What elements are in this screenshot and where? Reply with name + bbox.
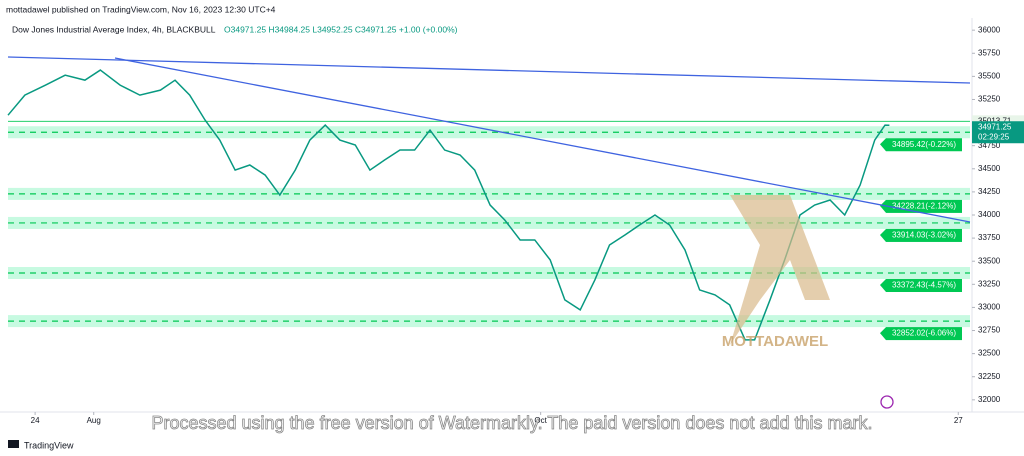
- zone: [8, 126, 970, 139]
- watermark: Processed using the free version of Wate…: [151, 413, 872, 433]
- y-tick-label: 32500: [978, 349, 1001, 358]
- footer: TradingView: [24, 440, 74, 450]
- y-tick-label: 34250: [978, 187, 1001, 196]
- level-box: [886, 138, 962, 152]
- zone: [8, 216, 970, 229]
- level-arrow: [880, 199, 886, 213]
- price-label: 35013.71: [978, 116, 1012, 125]
- x-tick-label: Aug: [87, 416, 101, 425]
- y-tick-label: 34000: [978, 210, 1001, 219]
- level-arrow: [880, 228, 886, 242]
- y-tick-label: 33250: [978, 279, 1001, 288]
- icon[interactable]: [880, 395, 894, 409]
- y-tick-label: 34500: [978, 164, 1001, 173]
- footer-logo: [8, 440, 19, 448]
- y-tick-label: 33750: [978, 233, 1001, 242]
- x-tick-label: 27: [954, 416, 963, 425]
- header: mottadawel published on TradingView.com,…: [6, 4, 276, 14]
- level-box: [886, 228, 962, 242]
- y-tick-label: 35750: [978, 48, 1001, 57]
- trendline: [114, 57, 971, 223]
- level-arrow: [880, 327, 886, 341]
- countdown: 02:29:25: [978, 132, 1010, 141]
- y-tick-label: 33000: [978, 303, 1001, 312]
- y-tick-label: 33500: [978, 256, 1001, 265]
- last-price: 34971.25: [978, 122, 1012, 131]
- level-label: 33372.43(-4.57%): [892, 281, 956, 290]
- zone: [8, 187, 970, 200]
- y-tick-label: 34750: [978, 141, 1001, 150]
- price-line: [7, 69, 890, 341]
- ohlc: O34971.25 H34984.25 L34952.25 C34971.25 …: [224, 24, 458, 34]
- zone: [8, 315, 970, 328]
- level-arrow: [880, 278, 886, 292]
- plot: 32000 32250 32500 32750 33000 33250 33500 33750…: [7, 25, 1024, 425]
- level-box: [886, 278, 962, 292]
- y-tick-label: 32750: [978, 326, 1001, 335]
- level-label: 34895.42(-0.22%): [892, 140, 956, 149]
- chart-title: Dow Jones Industrial Average Index, 4h, …: [12, 24, 216, 34]
- level-label: 32852.02(-6.06%): [892, 329, 956, 338]
- logo-text: MOTTADAWEL: [722, 333, 828, 350]
- trendline: [7, 56, 971, 84]
- y-tick-label: 32250: [978, 372, 1001, 381]
- x-tick-label: Oct: [534, 416, 547, 425]
- logo-shape: [730, 195, 830, 345]
- y-tick-label: 35250: [978, 95, 1001, 104]
- level-arrow: [880, 138, 886, 152]
- last-price-box: [972, 121, 1024, 144]
- level-box: [886, 327, 962, 341]
- y-tick-label: 36000: [978, 25, 1001, 34]
- y-tick-label: 35500: [978, 71, 1001, 80]
- zone: [8, 266, 970, 279]
- level-label: 34228.21(-2.12%): [892, 202, 956, 211]
- level-label: 33914.03(-3.02%): [892, 231, 956, 240]
- x-tick-label: 24: [31, 416, 40, 425]
- y-tick-label: 32000: [978, 395, 1001, 404]
